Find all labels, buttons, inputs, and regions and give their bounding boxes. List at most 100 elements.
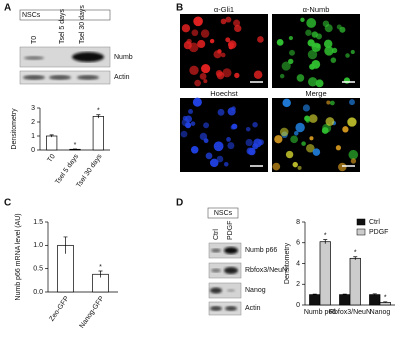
cell	[306, 143, 315, 153]
image-label: Hoechst	[210, 89, 238, 98]
row-label: Nanog	[245, 287, 266, 294]
cell	[315, 79, 324, 88]
cell	[180, 130, 188, 138]
significance: *	[74, 142, 77, 149]
x-tick-label: Zeo-GFP	[48, 295, 70, 323]
bar	[339, 294, 351, 306]
band	[49, 75, 71, 80]
cell	[350, 158, 357, 164]
cell	[324, 24, 333, 33]
y-tick-label: 0.5	[33, 266, 43, 273]
y-tick-label: 0	[296, 302, 300, 309]
band	[224, 247, 238, 254]
cell	[288, 58, 294, 65]
y-tick-label: 4	[296, 260, 300, 267]
cell	[295, 122, 305, 133]
error-bar	[49, 134, 54, 138]
cell	[252, 121, 258, 128]
row-label: Actin	[245, 305, 261, 312]
bar	[92, 116, 104, 151]
lane-label: Tsel 30 days	[79, 5, 86, 44]
band	[24, 56, 44, 60]
cell	[216, 71, 225, 80]
cell	[308, 114, 318, 123]
x-tick-label: Rbfox3/NeuN	[329, 309, 371, 316]
significance: *	[384, 295, 387, 302]
group-label: NSCs	[22, 12, 41, 19]
image-label: α-Gli1	[214, 5, 234, 14]
y-tick-label: 1.0	[33, 242, 43, 249]
cell	[200, 29, 210, 38]
cell	[342, 126, 349, 133]
image-label: Merge	[305, 89, 326, 98]
group-box	[19, 9, 111, 21]
cell	[297, 165, 302, 170]
panel-label: B	[176, 3, 183, 14]
cell	[203, 79, 208, 84]
micrograph	[180, 98, 268, 172]
error-bar	[353, 256, 358, 260]
row-label: Rbfox3/NeuN	[245, 267, 287, 274]
significance: *	[97, 108, 100, 115]
bar	[319, 241, 331, 306]
cell	[348, 149, 359, 160]
y-tick-label: 0	[31, 147, 35, 154]
cell	[199, 132, 208, 141]
band	[211, 268, 221, 273]
legend-swatch	[356, 228, 366, 236]
cell	[231, 123, 238, 130]
cell	[197, 39, 206, 49]
panel-label: A	[4, 3, 11, 14]
cell	[205, 152, 213, 160]
x-tick-label: Numb p66	[304, 309, 336, 316]
cell	[309, 136, 314, 141]
cell	[216, 155, 224, 163]
cell	[245, 138, 253, 147]
y-tick-label: 2	[296, 281, 300, 288]
cell	[279, 73, 285, 79]
lane-label: Tsel 5 days	[59, 8, 66, 44]
cell	[312, 148, 321, 156]
cell	[213, 141, 224, 152]
cell	[186, 38, 192, 45]
y-axis-title: Numb p66 mRNA level (AU)	[15, 213, 22, 300]
blots	[208, 242, 242, 316]
row-label: Numb	[114, 54, 133, 61]
cell	[276, 38, 284, 46]
cell	[194, 79, 201, 87]
cell	[281, 61, 291, 71]
cell	[222, 68, 232, 78]
error-bar	[98, 270, 103, 278]
bar	[46, 135, 58, 151]
cell	[185, 115, 193, 123]
cell	[279, 127, 289, 137]
x-tick-label: Nanog-GFP	[78, 295, 105, 330]
cell	[326, 100, 331, 105]
blot	[19, 46, 111, 68]
cell	[325, 117, 335, 126]
cell	[209, 38, 215, 44]
row-label: Numb p66	[245, 247, 277, 254]
cell	[225, 37, 231, 43]
error-bar	[383, 301, 388, 303]
cell	[223, 161, 229, 167]
error-bar	[372, 293, 377, 296]
cell	[213, 50, 222, 59]
cell	[209, 158, 219, 168]
cell	[304, 115, 310, 122]
cell	[296, 74, 305, 82]
row-label: Actin	[114, 74, 130, 81]
band	[77, 75, 99, 80]
bar	[309, 294, 321, 306]
band	[72, 52, 104, 62]
error-bar	[323, 239, 328, 244]
cell	[195, 18, 200, 23]
error-bar	[342, 293, 347, 296]
cell	[252, 143, 259, 150]
cell	[343, 77, 351, 84]
cell	[234, 24, 242, 33]
y-tick-label: 0.0	[33, 289, 43, 296]
cell	[257, 36, 264, 43]
cell	[300, 17, 305, 22]
panel-label: D	[176, 198, 183, 209]
